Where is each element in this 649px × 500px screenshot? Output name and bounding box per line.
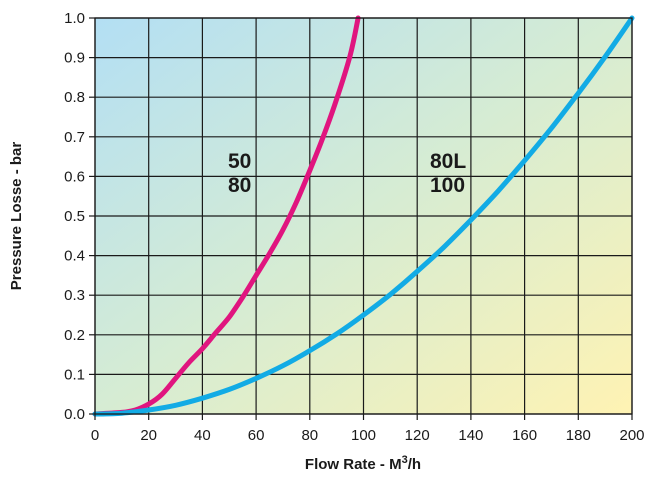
x-tick-label: 200 [619, 427, 644, 444]
x-tick-label: 180 [566, 427, 591, 444]
curve-label-2-line-2: 100 [430, 174, 465, 197]
y-tick-label: 0.7 [64, 129, 85, 146]
series-line-2 [92, 15, 635, 417]
x-tick-label: 60 [248, 427, 265, 444]
y-tick-label: 1.0 [64, 10, 85, 27]
y-tick-label: 0.9 [64, 50, 85, 67]
y-tick-label: 0.3 [64, 287, 85, 304]
y-tick-label: 0.0 [64, 406, 85, 423]
y-tick-label: 0.4 [64, 248, 85, 265]
tick-labels: 0 20 40 60 80 100 120 140 160 180 200 0.0 0.1 0.2 0.3 0… [64, 10, 644, 444]
x-tick-label: 140 [458, 427, 483, 444]
y-tick-label: 0.8 [64, 89, 85, 106]
x-tick-label: 40 [194, 427, 211, 444]
y-tick-label: 0.6 [64, 168, 85, 185]
series-line-1 [92, 15, 361, 417]
curve-label-2-line-1: 80L [430, 150, 466, 173]
curve-label-1-line-2: 80 [228, 174, 251, 197]
y-tick-label: 0.2 [64, 327, 85, 344]
curve-label-1-line-1: 50 [228, 150, 251, 173]
y-axis-title: Pressure Losse - bar [8, 142, 25, 291]
x-tick-label: 80 [301, 427, 318, 444]
y-tick-label: 0.1 [64, 366, 85, 383]
x-axis-title-main: Flow Rate - M [305, 456, 402, 473]
x-tick-label: 160 [512, 427, 537, 444]
series-lines [92, 15, 635, 417]
x-axis-title-tail: /h [408, 456, 421, 473]
x-axis-title-superscript: 3 [402, 454, 408, 466]
x-tick-label: 0 [91, 427, 99, 444]
x-tick-label: 20 [140, 427, 157, 444]
x-axis-title: Flow Rate - M3/h [305, 454, 421, 473]
x-tick-label: 120 [405, 427, 430, 444]
y-tick-label: 0.5 [64, 208, 85, 225]
x-tick-label: 100 [351, 427, 376, 444]
